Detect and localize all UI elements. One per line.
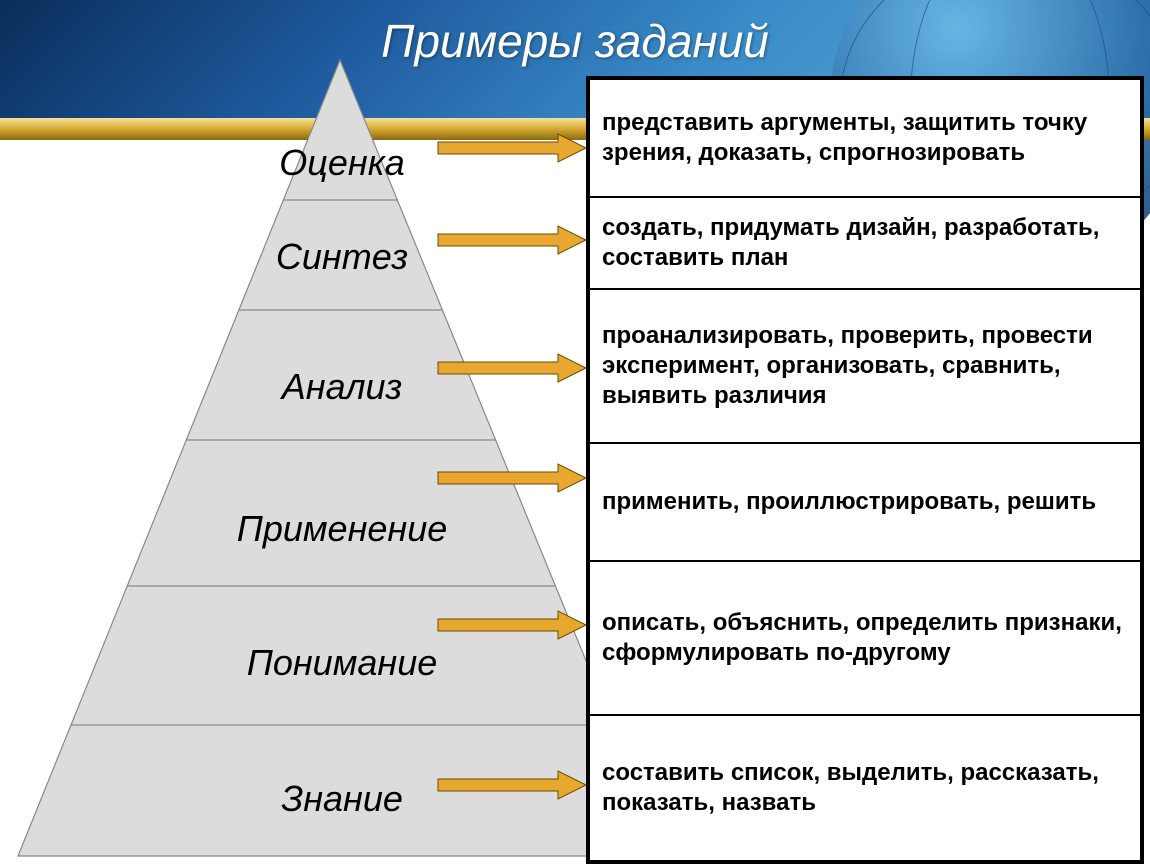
pyramid-level-label: Знание — [18, 778, 666, 820]
pyramid-level-label: Оценка — [18, 142, 666, 184]
table-row: составить список, выделить, рассказать, … — [590, 716, 1140, 860]
table-row: применить, проиллюстрировать, решить — [590, 444, 1140, 562]
pyramid-level-label: Применение — [18, 508, 666, 550]
pyramid-level-label: Синтез — [18, 236, 666, 278]
pyramid-level-label: Анализ — [18, 366, 666, 408]
table-row: описать, объяснить, определить признаки,… — [590, 562, 1140, 716]
table-row: представить аргументы, защитить точку зр… — [590, 80, 1140, 198]
descriptions-table: представить аргументы, защитить точку зр… — [586, 76, 1144, 864]
table-row: создать, придумать дизайн, разработать, … — [590, 198, 1140, 290]
table-row: проанализировать, проверить, провести эк… — [590, 290, 1140, 444]
pyramid-level-label: Понимание — [18, 642, 666, 684]
page-title: Примеры заданий — [0, 14, 1150, 68]
